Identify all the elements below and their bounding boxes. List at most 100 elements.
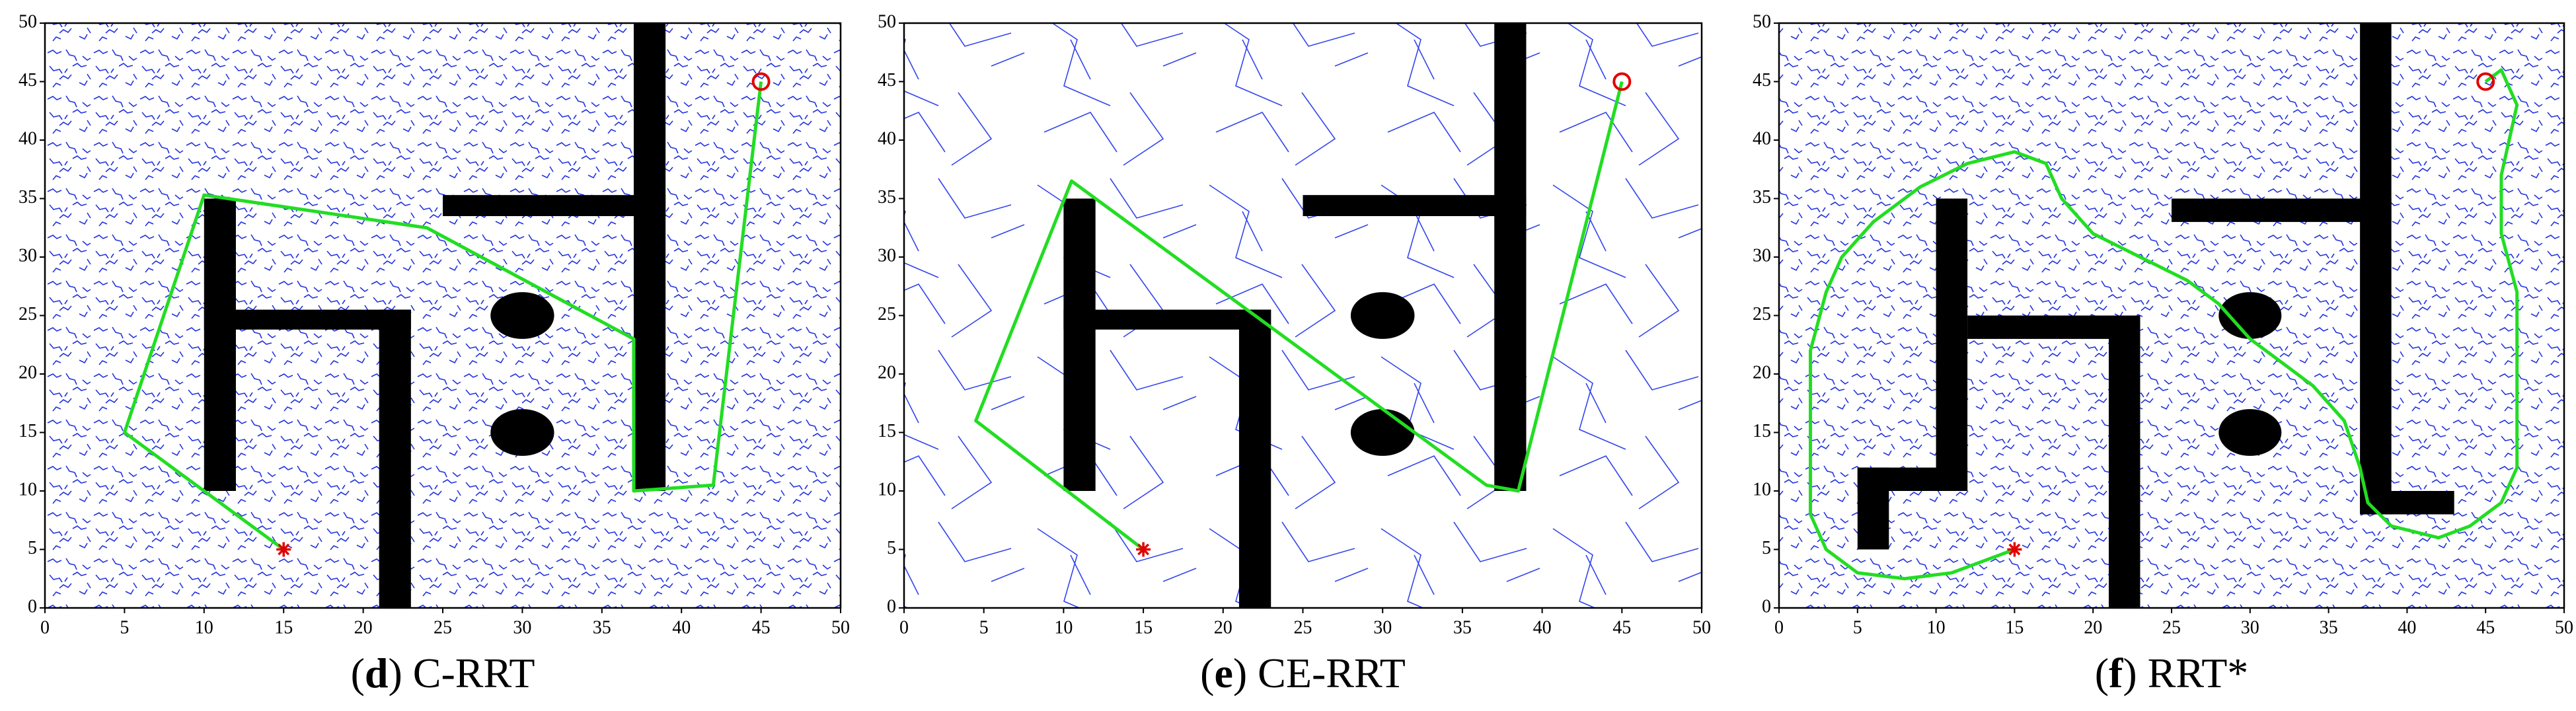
y-tick-label: 5 [28,538,37,558]
x-tick-label: 50 [2555,617,2573,638]
obstacle [379,309,411,608]
x-tick-label: 40 [2398,617,2416,638]
start-marker [276,542,291,557]
caption-part: ( [1200,650,1214,696]
x-tick-label: 35 [1453,617,1472,638]
obstacle [1238,309,1271,608]
obstacle [490,409,554,456]
x-tick-label: 40 [1533,617,1552,638]
y-tick-label: 15 [1753,421,1771,441]
obstacle [443,195,666,217]
y-tick-label: 0 [28,596,37,617]
caption: (f) RRT* [2095,650,2249,696]
obstacle [1857,467,1889,550]
x-tick-label: 45 [1612,617,1631,638]
caption-part: ) CE-RRT [1233,650,1406,696]
x-tick-label: 50 [1692,617,1711,638]
obstacle [1350,409,1415,456]
y-tick-label: 10 [19,479,37,500]
y-tick-label: 25 [19,304,37,324]
x-tick-label: 25 [434,617,452,638]
caption-part: ( [2095,650,2109,696]
start-marker [1136,542,1151,557]
x-tick-label: 30 [513,617,531,638]
y-tick-label: 45 [1753,70,1771,91]
caption-part: ( [351,650,365,696]
x-tick-label: 45 [2476,617,2495,638]
obstacle [1936,198,1968,491]
y-tick-label: 15 [878,421,896,441]
obstacle [633,23,666,491]
panel: 0 5 10 15 20 25 30 35 40 45 50 0 5 10 15 20 25 30 35 40 45 50… [1753,11,2573,696]
x-tick-label: 15 [1134,617,1153,638]
caption-part: ) RRT* [2123,650,2248,696]
goal-marker [1612,72,1632,91]
caption-part: e [1214,650,1232,696]
x-tick-label: 5 [979,617,989,638]
y-tick-label: 30 [19,245,37,266]
y-tick-label: 40 [878,128,896,149]
obstacle [2172,198,2392,222]
x-tick-label: 30 [2241,617,2259,638]
obstacle [1063,198,1096,491]
caption: (e) CE-RRT [1200,650,1406,696]
x-tick-label: 40 [672,617,691,638]
tree-texture [904,23,1702,608]
y-tick-label: 30 [878,245,896,266]
y-tick-label: 35 [878,187,896,207]
x-tick-label: 0 [899,617,909,638]
y-tick-label: 20 [1753,362,1771,383]
y-tick-label: 45 [19,70,37,91]
x-tick-label: 20 [354,617,373,638]
obstacle [1303,195,1527,217]
y-tick-label: 5 [1762,538,1771,558]
y-tick-label: 10 [1753,479,1771,500]
obstacle [2360,23,2392,515]
goal-marker [2476,72,2495,91]
x-tick-label: 20 [1214,617,1232,638]
panel: 0 5 10 15 20 25 30 35 40 45 50 0 5 10 15 20 25 30 35 40 45 50… [878,11,1711,696]
path-line [1809,68,2519,581]
obstacle [1350,292,1415,339]
y-tick-label: 50 [19,11,37,32]
x-tick-label: 25 [2162,617,2181,638]
obstacle [2218,292,2282,339]
x-tick-label: 35 [593,617,611,638]
y-tick-label: 35 [19,187,37,207]
y-tick-label: 5 [887,538,896,558]
obstacle [490,292,554,339]
y-tick-label: 0 [887,596,896,617]
x-tick-label: 10 [195,617,213,638]
caption-part: f [2109,650,2123,696]
obstacle [204,309,411,330]
panel: 0 5 10 15 20 25 30 35 40 45 50 0 5 10 15 20 25 30 35 40 45 50… [19,11,850,696]
obstacle [1494,23,1527,491]
x-tick-label: 15 [274,617,293,638]
tree-texture [45,23,841,608]
y-tick-label: 50 [878,11,896,32]
y-tick-label: 25 [878,304,896,324]
path-line [122,81,763,551]
x-tick-label: 30 [1373,617,1392,638]
x-tick-label: 10 [1927,617,1946,638]
y-tick-label: 35 [1753,187,1771,207]
x-tick-label: 0 [40,617,50,638]
x-tick-label: 45 [752,617,771,638]
obstacle [2218,409,2282,456]
x-tick-label: 5 [120,617,129,638]
y-tick-label: 15 [19,421,37,441]
y-tick-label: 25 [1753,304,1771,324]
y-tick-label: 40 [19,128,37,149]
y-tick-label: 50 [1753,11,1771,32]
caption-part: d [365,650,389,696]
x-tick-label: 35 [2320,617,2338,638]
start-marker [2007,542,2022,557]
obstacle [2108,315,2140,608]
x-tick-label: 10 [1054,617,1073,638]
caption: (d) C-RRT [351,650,535,696]
x-tick-label: 5 [1853,617,1862,638]
obstacle [1063,309,1271,330]
goal-marker [751,72,771,91]
